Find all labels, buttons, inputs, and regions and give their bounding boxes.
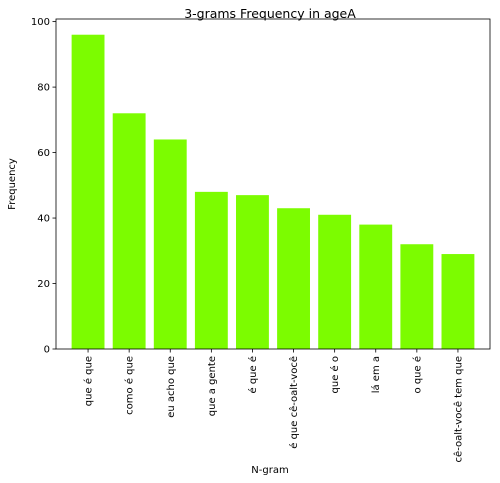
y-tick-label-3: 60	[37, 148, 50, 159]
bars-group	[71, 34, 475, 350]
bar-2	[153, 139, 187, 349]
bar-1	[112, 113, 146, 350]
x-axis-label: N-gram	[251, 465, 288, 476]
x-tick-label-5: é que cê-oalt-você	[288, 356, 300, 449]
x-axis: que é que como é que eu acho que que a gent…	[83, 349, 464, 462]
x-tick-label-2: eu acho que	[166, 356, 177, 418]
bar-0	[71, 34, 105, 349]
plot-frame	[55, 18, 491, 350]
x-tick-label-1: como é que	[124, 356, 136, 415]
x-tick-label-7: lá em a	[370, 356, 382, 393]
x-tick-label-9: cê-oalt-você tem que	[452, 356, 464, 462]
x-tick-label-3: que a gente	[207, 356, 218, 416]
x-tick-label-0: que é que	[83, 356, 95, 406]
bar-9	[441, 254, 475, 349]
x-tick-label-8: o que é	[411, 356, 423, 393]
y-tick-label-2: 40	[37, 214, 50, 225]
y-tick-label-5: 100	[31, 17, 50, 28]
y-tick-label-0: 0	[44, 345, 50, 356]
bar-3	[194, 191, 228, 349]
y-tick-label-1: 20	[37, 279, 50, 290]
y-axis: 0 20 40 60 80 100	[31, 17, 56, 356]
chart-title: 3-grams Frequency in ageA	[184, 6, 356, 21]
bar-5	[277, 208, 310, 349]
bar-4	[236, 195, 269, 349]
x-tick-label-6: que é o	[329, 356, 341, 393]
bar-6	[318, 214, 352, 349]
y-axis-label: Frequency	[7, 158, 18, 210]
x-tick-label-4: é que é	[247, 356, 259, 394]
y-tick-label-4: 80	[37, 83, 50, 94]
bar-7	[359, 224, 393, 349]
bar-8	[400, 244, 434, 349]
